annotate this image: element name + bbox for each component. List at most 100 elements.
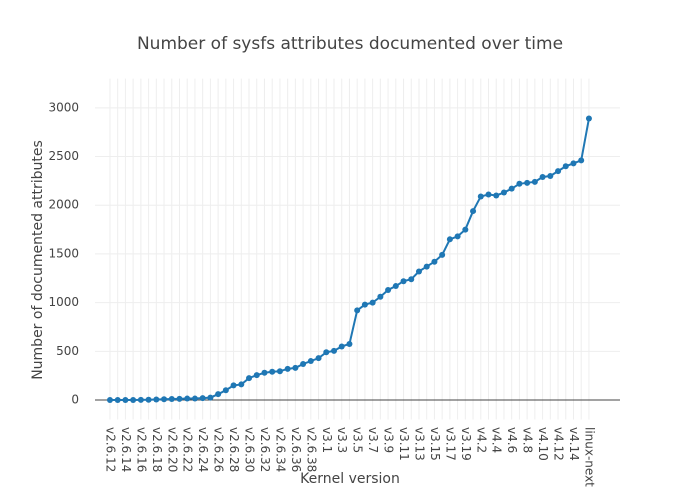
point <box>246 375 253 382</box>
point <box>199 395 206 402</box>
point <box>338 343 345 350</box>
x-tick-label: v3.13 <box>412 427 426 461</box>
point <box>446 236 453 243</box>
x-tick-label: v4.14 <box>567 427 581 461</box>
x-tick-label: v3.3 <box>335 427 349 453</box>
x-tick-label: linux-next <box>582 427 596 487</box>
x-tick-label: v2.6.36 <box>289 427 303 472</box>
point <box>493 192 500 199</box>
point <box>516 180 523 187</box>
point <box>439 251 446 258</box>
point <box>145 396 152 403</box>
point <box>415 268 422 275</box>
point <box>253 372 260 379</box>
chart-title: Number of sysfs attributes documented ov… <box>137 34 563 54</box>
x-tick-label: v3.7 <box>366 427 380 453</box>
x-tick-label: v2.6.26 <box>212 427 226 472</box>
point <box>261 369 268 376</box>
point <box>454 233 461 240</box>
point <box>106 397 113 404</box>
x-tick-label: v2.6.24 <box>196 427 210 472</box>
point <box>400 278 407 285</box>
x-tick-label: v2.6.20 <box>165 427 179 472</box>
x-tick-label: v3.9 <box>382 427 396 453</box>
x-tick-label: v4.6 <box>505 427 519 453</box>
y-tick-label: 0 <box>71 393 79 407</box>
point <box>392 283 399 290</box>
point <box>369 299 376 306</box>
point <box>431 258 438 265</box>
point <box>207 394 214 401</box>
point <box>531 178 538 185</box>
x-tick-label: v3.19 <box>459 427 473 461</box>
point <box>315 355 322 362</box>
x-tick-label: v2.6.16 <box>134 427 148 472</box>
x-tick-label: v3.15 <box>428 427 442 461</box>
point <box>354 307 361 314</box>
x-tick-label: v2.6.14 <box>119 427 133 472</box>
point <box>300 360 307 367</box>
point <box>562 163 569 170</box>
point <box>191 395 198 402</box>
point <box>122 397 129 404</box>
point <box>215 391 222 398</box>
x-tick-label: v2.6.18 <box>150 427 164 472</box>
point <box>176 395 183 402</box>
x-tick-label: v2.6.28 <box>227 427 241 472</box>
point <box>153 396 160 403</box>
point <box>230 382 237 389</box>
y-tick-label: 2500 <box>48 149 79 163</box>
point <box>485 191 492 198</box>
point <box>470 208 477 215</box>
point <box>361 301 368 308</box>
point <box>323 349 330 356</box>
y-tick-label: 1500 <box>48 246 79 260</box>
x-tick-label: v3.17 <box>443 427 457 461</box>
point <box>292 364 299 371</box>
x-axis-title: Kernel version <box>300 471 400 487</box>
point <box>137 396 144 403</box>
point <box>377 293 384 300</box>
point <box>184 395 191 402</box>
point <box>539 173 546 180</box>
x-tick-label: v4.12 <box>552 427 566 461</box>
point <box>570 160 577 167</box>
x-tick-label: v4.4 <box>490 427 504 453</box>
point <box>423 263 430 270</box>
point <box>161 396 168 403</box>
y-tick-label: 1000 <box>48 295 79 309</box>
point <box>408 276 415 283</box>
x-tick-label: v2.6.38 <box>304 427 318 472</box>
x-tick-label: v3.11 <box>397 427 411 461</box>
y-axis-title: Number of documented attributes <box>30 140 46 380</box>
point <box>168 396 175 403</box>
point <box>508 185 515 192</box>
point <box>555 168 562 175</box>
y-tick-label: 3000 <box>48 100 79 114</box>
x-tick-label: v4.2 <box>474 427 488 453</box>
point <box>547 173 554 179</box>
point <box>462 226 469 233</box>
point <box>346 341 353 348</box>
x-tick-label: v2.6.34 <box>273 427 287 472</box>
point <box>276 368 283 375</box>
point <box>330 347 337 354</box>
x-tick-label: v4.10 <box>536 427 550 461</box>
point <box>222 387 229 394</box>
y-tick-label: 2000 <box>48 198 79 212</box>
x-tick-label: v2.6.12 <box>103 427 117 472</box>
point <box>578 157 585 164</box>
point <box>585 115 592 122</box>
point <box>477 193 484 200</box>
x-tick-label: v2.6.22 <box>181 427 195 472</box>
point <box>238 381 245 388</box>
point <box>307 358 314 365</box>
point <box>284 365 291 372</box>
x-tick-label: v3.5 <box>351 427 365 453</box>
x-tick-label: v4.8 <box>521 427 535 453</box>
x-tick-label: v3.1 <box>320 427 334 453</box>
point <box>130 397 137 404</box>
point <box>269 368 276 375</box>
x-tick-label: v2.6.30 <box>243 427 257 472</box>
